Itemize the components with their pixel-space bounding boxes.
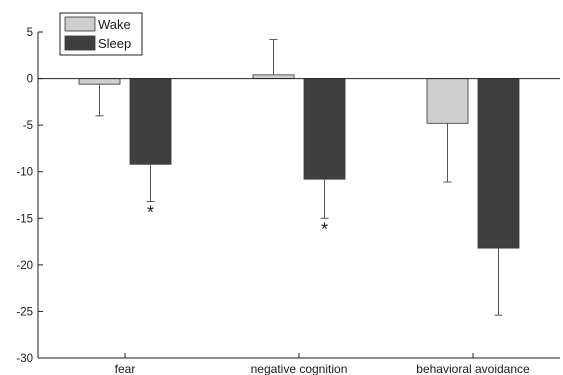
x-tick-label: fear — [115, 362, 136, 375]
significance-mark: * — [321, 219, 328, 239]
y-tick-label: -15 — [16, 213, 33, 225]
bar-wake-1 — [252, 74, 295, 79]
bar-wake-0 — [78, 78, 121, 85]
y-tick-label: -30 — [16, 353, 33, 365]
y-tick-label: 5 — [27, 27, 33, 39]
axes-layer: 5 0 -5 -10 -15 -20 -25 -30 fear negative cognitio… — [16, 27, 560, 375]
y-tick-label: -10 — [16, 167, 33, 179]
significance-mark: * — [147, 203, 154, 223]
y-tick-label: -20 — [16, 260, 33, 272]
bar-wake-2 — [426, 78, 469, 124]
x-tick-label: behavioral avoidance — [416, 362, 530, 375]
y-tick-label: -25 — [16, 306, 33, 318]
legend-label-wake: Wake — [98, 17, 131, 32]
y-tick-label: -5 — [23, 120, 33, 132]
bar-sleep-0 — [129, 78, 172, 165]
legend-swatch-sleep — [64, 35, 96, 51]
bar-sleep-2 — [477, 78, 520, 249]
y-tick-label: 0 — [27, 74, 33, 86]
legend: Wake Sleep — [59, 12, 143, 56]
legend-label-sleep: Sleep — [98, 36, 131, 51]
x-tick-label: negative cognition — [251, 362, 348, 375]
legend-swatch-wake — [64, 16, 96, 32]
bar-sleep-1 — [303, 78, 346, 180]
bars-layer: ** — [78, 38, 520, 316]
